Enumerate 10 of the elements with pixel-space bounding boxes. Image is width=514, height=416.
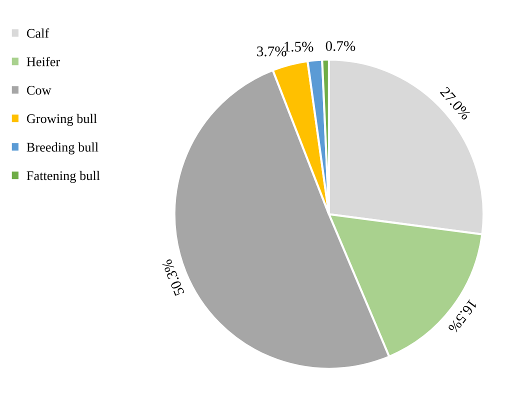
legend-label: Breeding bull [26, 142, 98, 154]
data-label: 50.3% [162, 258, 184, 296]
legend-label: Calf [26, 28, 50, 38]
data-label: 1.5% [284, 42, 314, 52]
legend-label: Growing bull [26, 114, 97, 126]
data-label: 0.7% [326, 41, 356, 51]
legend-label: Cow [26, 86, 52, 95]
legend-label: Heifer [26, 56, 60, 66]
data-label: 3.7% [257, 46, 286, 56]
legend-label: Fattening bull [26, 170, 100, 183]
